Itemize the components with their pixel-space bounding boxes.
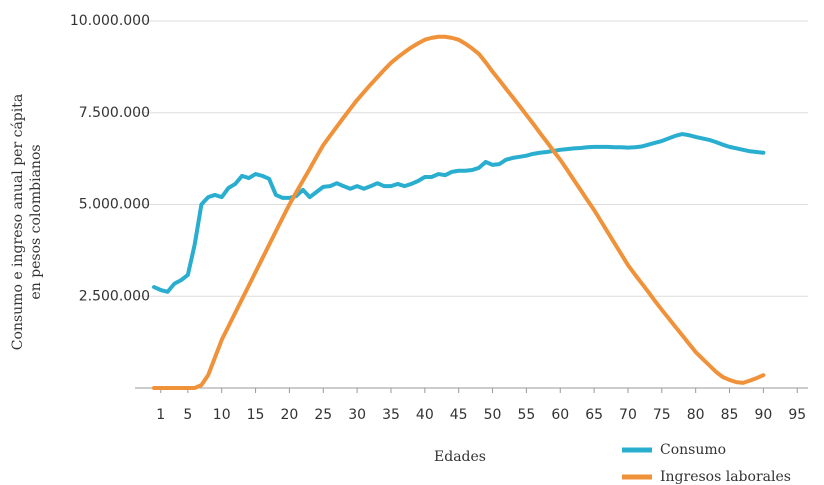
y-tick-label: 7.500.000	[79, 105, 150, 121]
x-tick-label: 80	[687, 407, 705, 423]
x-tick-label: 75	[653, 407, 671, 423]
series-line	[152, 34, 766, 390]
series-line	[152, 132, 766, 294]
x-tick-label: 85	[721, 407, 739, 423]
y-axis-label: en pesos colombianos	[28, 144, 44, 299]
legend-label: Ingresos laborales	[660, 469, 791, 485]
x-tick-label: 95	[788, 407, 806, 423]
x-tick-label: 20	[281, 407, 299, 423]
x-tick-label: 65	[585, 407, 603, 423]
x-tick-label: 55	[517, 407, 535, 423]
y-tick-label: 5.000.000	[79, 197, 150, 213]
x-tick-label: 5	[183, 407, 192, 423]
x-axis-label: Edades	[434, 449, 486, 465]
x-tick-label: 25	[314, 407, 332, 423]
x-tick-label: 45	[450, 407, 468, 423]
x-tick-label: 10	[213, 407, 231, 423]
x-tick-label: 50	[484, 407, 502, 423]
x-tick-label: 90	[754, 407, 772, 423]
x-tick-label: 15	[247, 407, 265, 423]
x-tick-label: 70	[619, 407, 637, 423]
x-tick-label: 30	[348, 407, 366, 423]
x-tick-label: 1	[156, 407, 165, 423]
x-tick-label: 40	[416, 407, 434, 423]
y-tick-label: 2.500.000	[79, 288, 150, 304]
y-axis-label: Consumo e ingreso anual per cápita	[10, 94, 26, 350]
x-tick-label: 35	[382, 407, 400, 423]
y-tick-label: 10.000.000	[70, 13, 150, 29]
x-tick-label: 60	[551, 407, 569, 423]
legend-label: Consumo	[660, 442, 726, 458]
